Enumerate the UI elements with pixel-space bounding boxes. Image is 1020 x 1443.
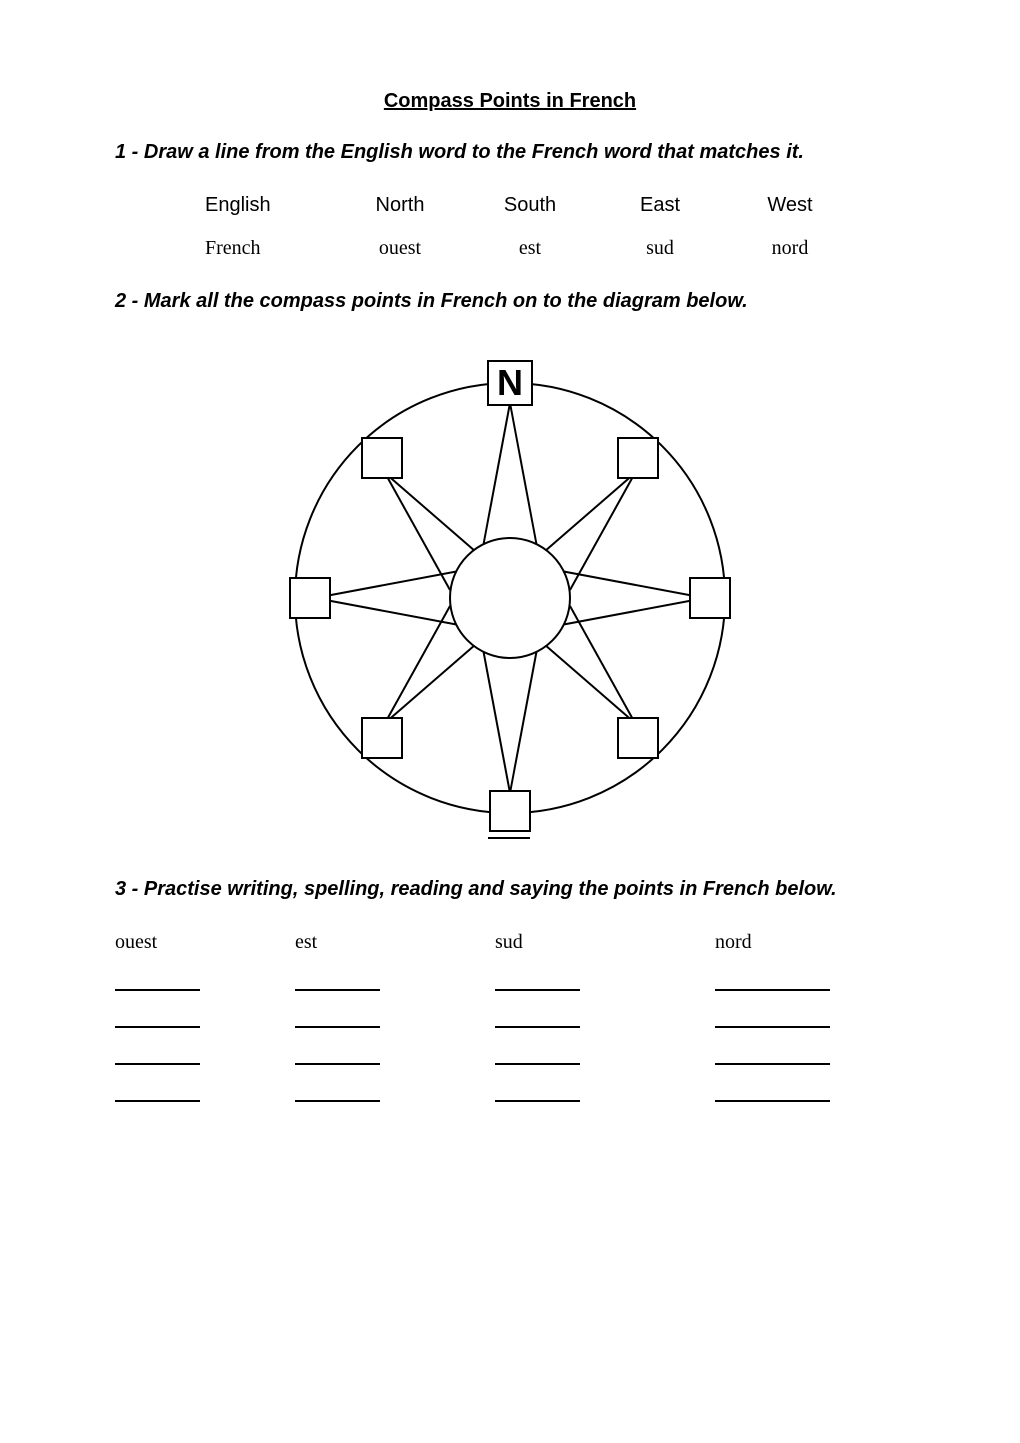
blank-input[interactable] xyxy=(115,1063,200,1065)
practice-header-1: est xyxy=(295,931,495,954)
blank-row-2 xyxy=(115,1026,905,1028)
match-table: English North South East West French oue… xyxy=(205,194,905,260)
english-word-3: West xyxy=(725,194,855,217)
match-row-french: French ouest est sud nord xyxy=(205,237,905,260)
northeast-box[interactable] xyxy=(618,438,658,478)
blank-input[interactable] xyxy=(715,1100,830,1102)
french-label: French xyxy=(205,237,335,260)
blank-input[interactable] xyxy=(295,1100,380,1102)
south-box[interactable] xyxy=(490,791,530,831)
instruction-3: 3 - Practise writing, spelling, reading … xyxy=(115,878,905,901)
blank-input[interactable] xyxy=(715,1063,830,1065)
french-word-3: nord xyxy=(725,237,855,260)
instruction-2: 2 - Mark all the compass points in Frenc… xyxy=(115,290,905,313)
southwest-box[interactable] xyxy=(362,718,402,758)
blank-input[interactable] xyxy=(295,1026,380,1028)
page-title: Compass Points in French xyxy=(115,90,905,113)
practice-table: ouest est sud nord xyxy=(115,931,905,1102)
match-row-english: English North South East West xyxy=(205,194,905,217)
north-letter: N xyxy=(497,362,523,403)
practice-header-2: sud xyxy=(495,931,715,954)
instruction-1: 1 - Draw a line from the English word to… xyxy=(115,141,905,164)
practice-header-0: ouest xyxy=(115,931,295,954)
blank-input[interactable] xyxy=(295,1063,380,1065)
practice-header-3: nord xyxy=(715,931,895,954)
blank-input[interactable] xyxy=(495,1026,580,1028)
blank-row-3 xyxy=(115,1063,905,1065)
blank-row-1 xyxy=(115,989,905,991)
northwest-box[interactable] xyxy=(362,438,402,478)
blank-input[interactable] xyxy=(115,1026,200,1028)
english-label: English xyxy=(205,194,335,217)
blank-input[interactable] xyxy=(295,989,380,991)
blank-input[interactable] xyxy=(495,989,580,991)
english-word-1: South xyxy=(465,194,595,217)
french-word-2: sud xyxy=(595,237,725,260)
blank-input[interactable] xyxy=(715,989,830,991)
french-word-0: ouest xyxy=(335,237,465,260)
english-word-2: East xyxy=(595,194,725,217)
east-box[interactable] xyxy=(690,578,730,618)
blank-row-4 xyxy=(115,1100,905,1102)
english-word-0: North xyxy=(335,194,465,217)
compass-center-circle xyxy=(450,538,570,658)
practice-headers: ouest est sud nord xyxy=(115,931,905,954)
blank-input[interactable] xyxy=(715,1026,830,1028)
southeast-box[interactable] xyxy=(618,718,658,758)
blank-input[interactable] xyxy=(115,1100,200,1102)
blank-input[interactable] xyxy=(495,1063,580,1065)
french-word-1: est xyxy=(465,237,595,260)
west-box[interactable] xyxy=(290,578,330,618)
blank-input[interactable] xyxy=(495,1100,580,1102)
compass-diagram: N xyxy=(115,343,905,853)
blank-input[interactable] xyxy=(115,989,200,991)
